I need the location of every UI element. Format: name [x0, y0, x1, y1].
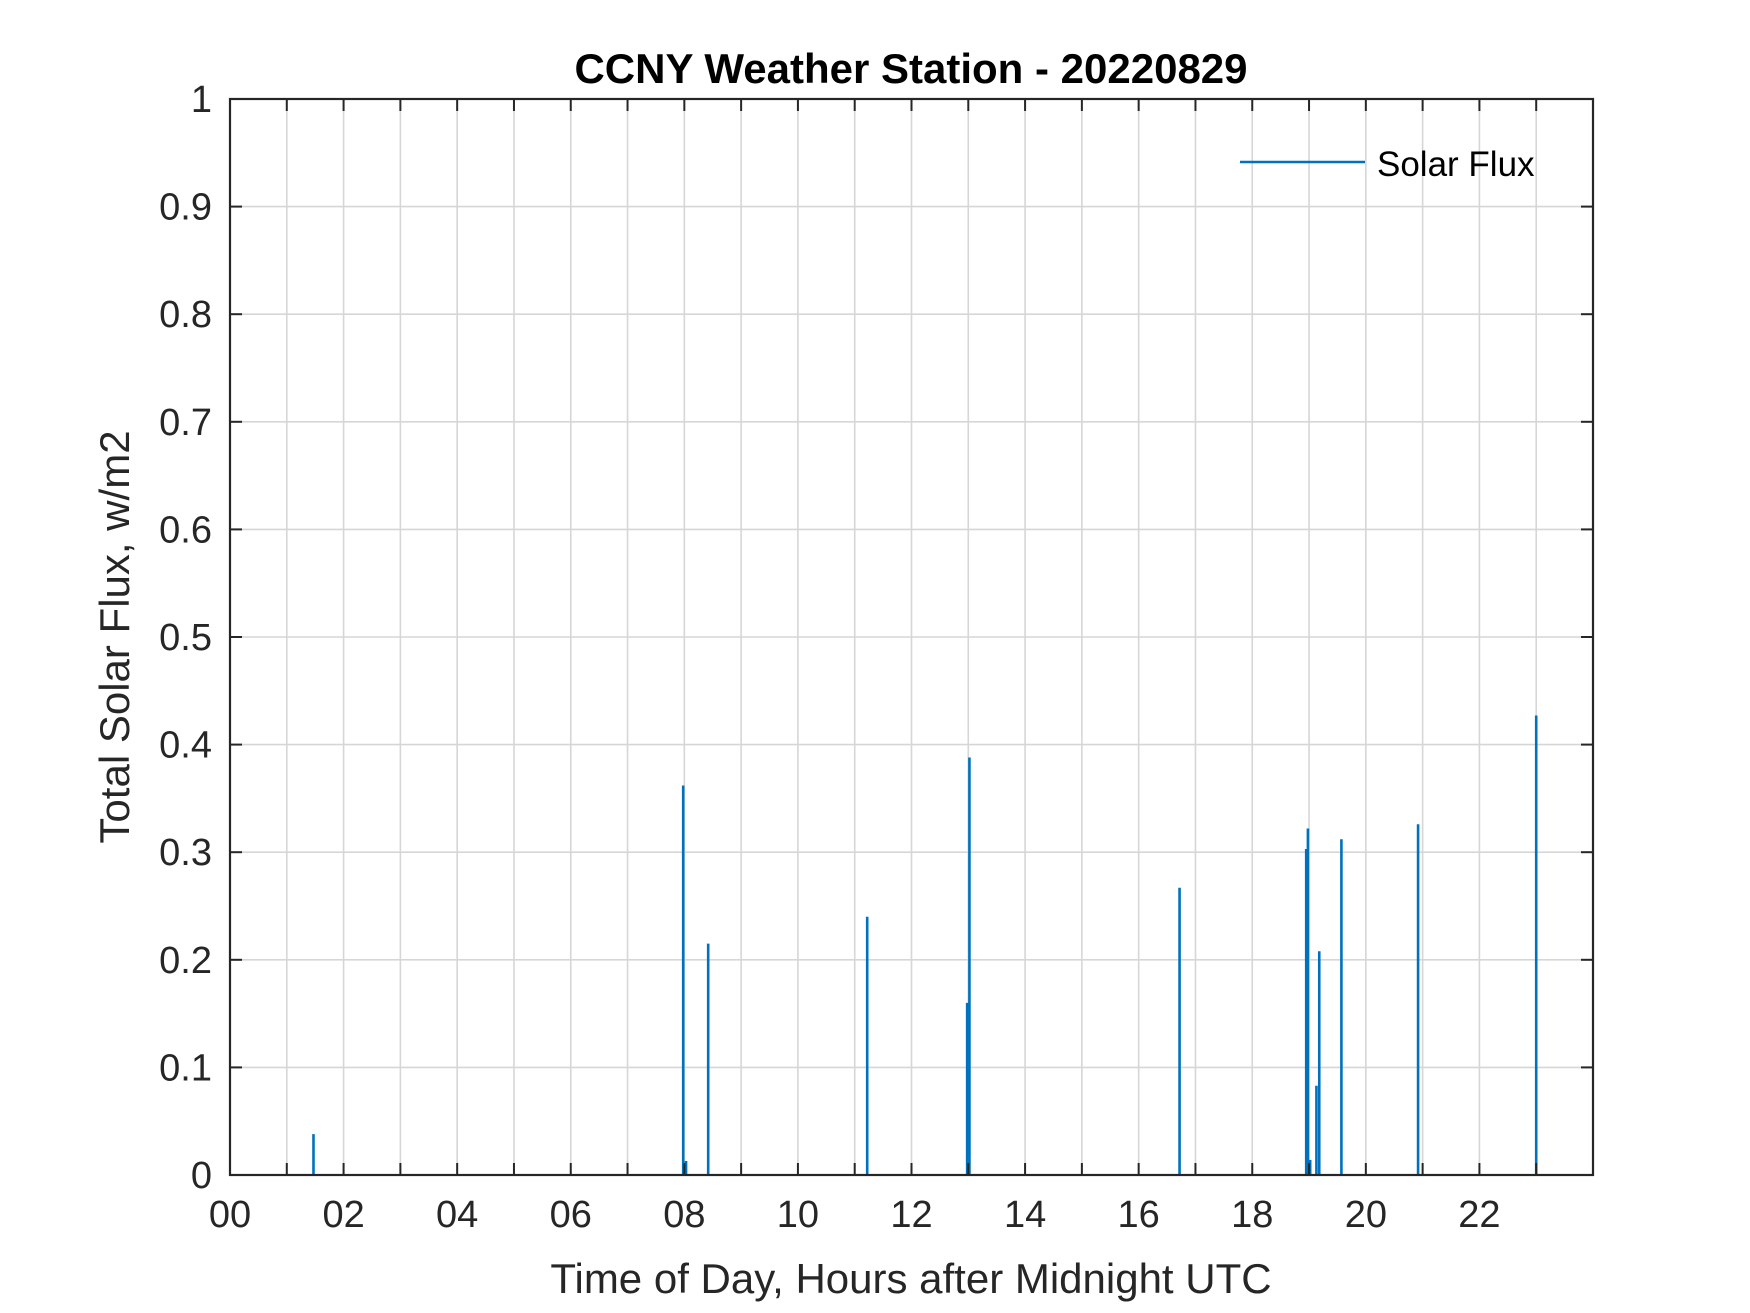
y-tick-label: 0.2 — [159, 940, 212, 982]
data-series — [312, 715, 1538, 1175]
y-tick-label: 0 — [191, 1155, 212, 1197]
x-tick-labels: 00 02 04 06 08 10 12 14 16 18 20 22 — [209, 1194, 1501, 1236]
x-tick-label: 06 — [550, 1194, 592, 1236]
y-tick-labels: 0 0.1 0.2 0.3 0.4 0.5 0.6 0.7 0.8 0.9 1 — [159, 79, 212, 1197]
x-tick-label: 10 — [777, 1194, 819, 1236]
y-tick-label: 0.8 — [159, 294, 212, 336]
axis-ticks — [230, 98, 1593, 1176]
y-tick-label: 1 — [191, 79, 212, 121]
legend: Solar Flux — [1240, 145, 1535, 184]
x-tick-label: 04 — [436, 1194, 478, 1236]
x-axis-label: Time of Day, Hours after Midnight UTC — [550, 1255, 1271, 1302]
x-tick-label: 14 — [1004, 1194, 1046, 1236]
x-tick-label: 16 — [1118, 1194, 1160, 1236]
chart-title: CCNY Weather Station - 20220829 — [574, 45, 1247, 92]
x-tick-label: 18 — [1231, 1194, 1273, 1236]
y-tick-label: 0.6 — [159, 509, 212, 551]
y-tick-label: 0.3 — [159, 832, 212, 874]
y-tick-label: 0.4 — [159, 725, 212, 767]
x-tick-label: 12 — [890, 1194, 932, 1236]
x-tick-label: 22 — [1458, 1194, 1500, 1236]
y-tick-label: 0.9 — [159, 187, 212, 229]
legend-label-solar-flux: Solar Flux — [1377, 145, 1535, 184]
x-tick-label: 20 — [1345, 1194, 1387, 1236]
x-tick-label: 02 — [322, 1194, 364, 1236]
y-tick-label: 0.7 — [159, 402, 212, 444]
y-tick-label: 0.1 — [159, 1047, 212, 1089]
y-axis-label: Total Solar Flux, w/m2 — [91, 430, 138, 843]
x-tick-label: 08 — [663, 1194, 705, 1236]
y-tick-label: 0.5 — [159, 617, 212, 659]
x-tick-label: 00 — [209, 1194, 251, 1236]
